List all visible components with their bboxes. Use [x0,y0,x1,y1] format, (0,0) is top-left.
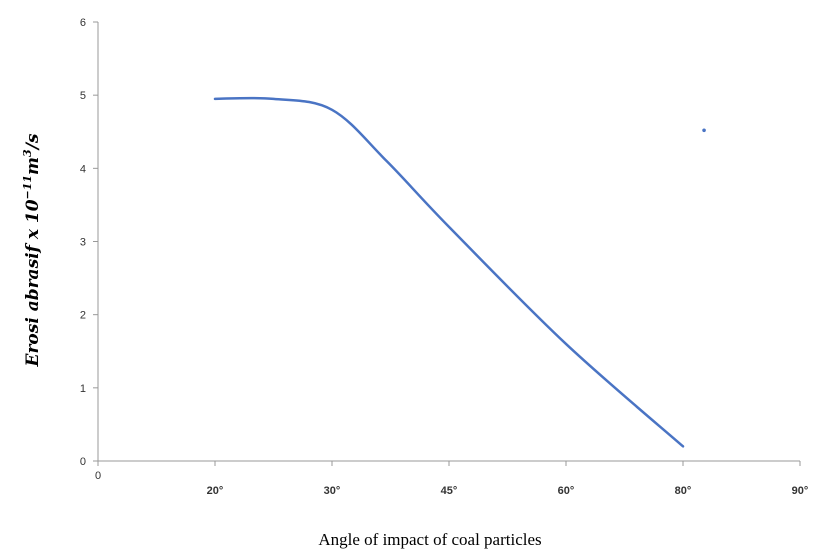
y-axis: 0 1 2 3 4 5 6 [80,17,99,468]
y-tick-label: 4 [80,163,86,175]
series-group [213,96,706,448]
y-tick-label: 0 [80,456,86,468]
y-tick-label: 6 [80,17,86,29]
y-axis-label-unit: m [23,157,43,175]
y-tick-label: 1 [80,383,86,395]
y-tick-label: 2 [80,310,86,322]
y-axis-label: Erosi abrasif x 10−11m3/s [21,133,43,367]
x-tick-label: 0 [95,470,101,482]
y-tick-label: 3 [80,237,86,249]
series-line [213,96,685,448]
x-tick-label: 45° [441,485,458,497]
x-tick-label: 60° [558,485,575,497]
x-tick-label: 20° [207,485,224,497]
x-axis-label: Angle of impact of coal particles [318,530,541,549]
y-tick-label: 5 [80,90,86,102]
y-axis-label-exp2: 3 [21,149,34,157]
y-axis-label-main: Erosi abrasif x 10 [23,199,43,367]
x-tick-label: 30° [324,485,341,497]
stray-data-point [702,128,706,133]
x-axis: 0 20° 30° 45° 60° 80° 90° [95,460,809,497]
y-axis-label-tail: /s [23,133,43,151]
x-tick-label: 90° [792,485,809,497]
y-axis-label-exp1: −11 [21,175,34,200]
x-tick-label: 80° [675,485,692,497]
